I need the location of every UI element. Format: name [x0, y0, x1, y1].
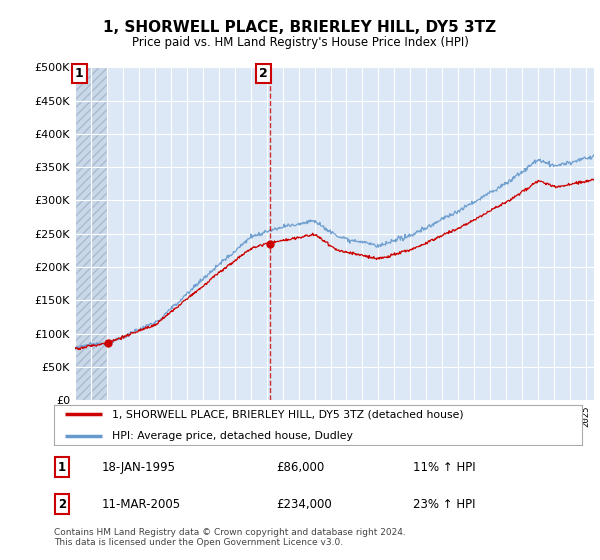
- Text: HPI: Average price, detached house, Dudley: HPI: Average price, detached house, Dudl…: [112, 431, 353, 441]
- Text: 1: 1: [58, 461, 66, 474]
- Text: 2: 2: [259, 67, 268, 80]
- Text: 1, SHORWELL PLACE, BRIERLEY HILL, DY5 3TZ: 1, SHORWELL PLACE, BRIERLEY HILL, DY5 3T…: [103, 20, 497, 35]
- Text: 11-MAR-2005: 11-MAR-2005: [101, 498, 181, 511]
- Text: 18-JAN-1995: 18-JAN-1995: [101, 461, 176, 474]
- Text: 11% ↑ HPI: 11% ↑ HPI: [413, 461, 476, 474]
- Text: Price paid vs. HM Land Registry's House Price Index (HPI): Price paid vs. HM Land Registry's House …: [131, 36, 469, 49]
- Text: 1, SHORWELL PLACE, BRIERLEY HILL, DY5 3TZ (detached house): 1, SHORWELL PLACE, BRIERLEY HILL, DY5 3T…: [112, 409, 464, 419]
- Bar: [75, 67, 108, 400]
- Text: 2: 2: [58, 498, 66, 511]
- Text: 1: 1: [75, 67, 84, 80]
- Text: £234,000: £234,000: [276, 498, 332, 511]
- Text: Contains HM Land Registry data © Crown copyright and database right 2024.
This d: Contains HM Land Registry data © Crown c…: [54, 528, 406, 547]
- Text: £86,000: £86,000: [276, 461, 324, 474]
- Text: 23% ↑ HPI: 23% ↑ HPI: [413, 498, 476, 511]
